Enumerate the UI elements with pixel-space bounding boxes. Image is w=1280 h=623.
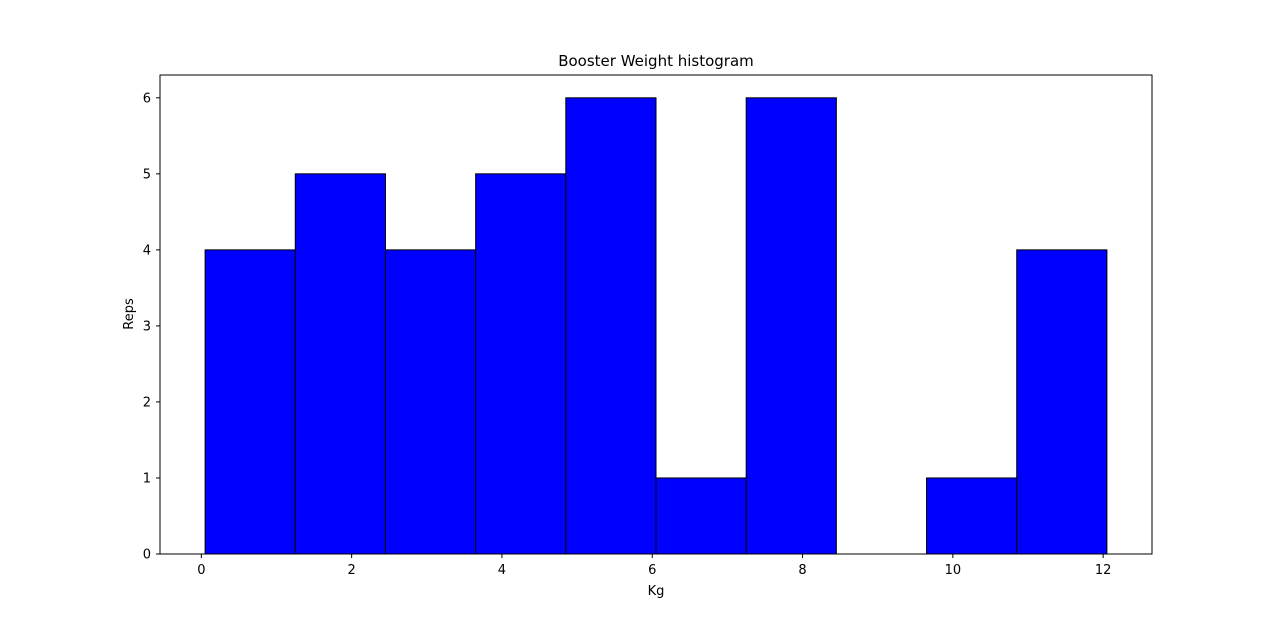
- x-tick-label: 2: [347, 563, 355, 578]
- y-axis-ticks: 0 1 2 3 4 5 6: [143, 91, 160, 563]
- chart-title: Booster Weight histogram: [558, 52, 754, 70]
- y-tick-label: 2: [143, 395, 151, 410]
- histogram-bar-1: [294, 173, 386, 555]
- x-tick-label: 6: [648, 563, 656, 578]
- y-tick-label: 5: [143, 167, 151, 182]
- histogram-bar-5: [655, 477, 747, 555]
- histogram-bar-0: [204, 249, 296, 555]
- x-axis-ticks: 0 2 4 6 8 10 12: [197, 554, 1111, 578]
- x-tick-label: 10: [945, 563, 962, 578]
- x-tick-label: 12: [1095, 563, 1112, 578]
- bars-group: [204, 97, 1108, 555]
- y-axis-label: Reps: [122, 298, 137, 330]
- x-axis-label: Kg: [648, 584, 665, 599]
- y-tick-label: 4: [143, 243, 151, 258]
- histogram-bar-9: [1016, 249, 1108, 555]
- histogram-bar-4: [565, 97, 657, 555]
- y-tick-label: 0: [143, 548, 151, 563]
- y-tick-label: 3: [143, 319, 151, 334]
- plot-frame: [159, 74, 1153, 555]
- histogram-bar-2: [384, 249, 477, 555]
- histogram-bar-8: [926, 477, 1018, 555]
- x-tick-label: 4: [498, 563, 506, 578]
- x-tick-label: 0: [197, 563, 205, 578]
- histogram-bar-3: [475, 173, 567, 555]
- y-tick-label: 1: [143, 471, 151, 486]
- y-tick-label: 6: [143, 91, 151, 106]
- x-tick-label: 8: [798, 563, 806, 578]
- histogram-bar-6: [745, 97, 837, 555]
